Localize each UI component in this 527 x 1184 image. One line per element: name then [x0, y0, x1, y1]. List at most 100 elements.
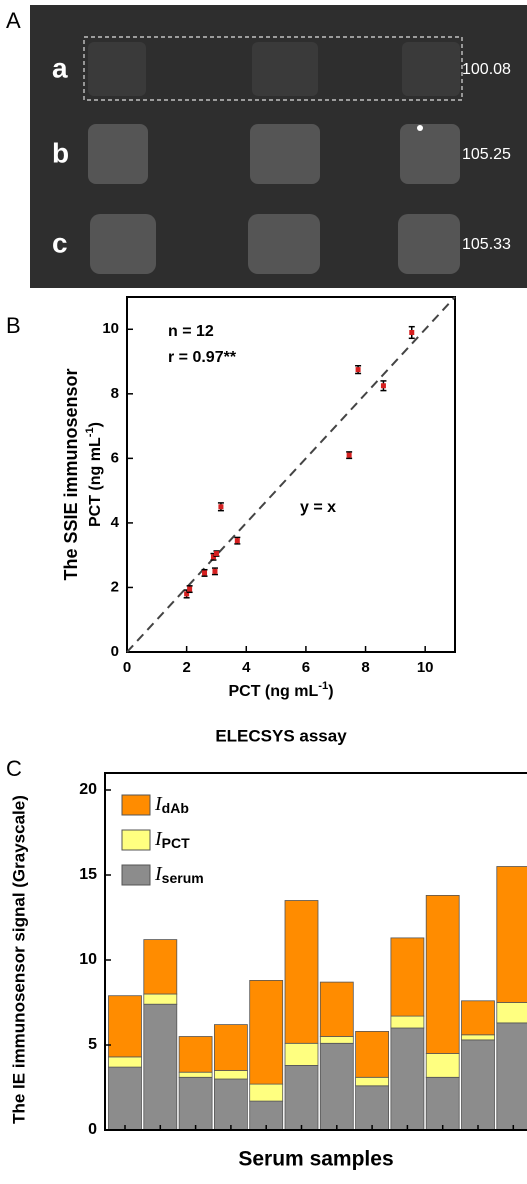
- bar-segment: [496, 1022, 527, 1131]
- point: [184, 591, 190, 597]
- panel-label: A: [6, 8, 21, 33]
- bar-segment: [143, 939, 178, 995]
- row-value: 105.33: [462, 236, 511, 253]
- bar-segment: [178, 1036, 213, 1073]
- bar-segment: [284, 1042, 319, 1066]
- x-tick-label: 4: [242, 659, 251, 676]
- bar-segment: [496, 866, 527, 1003]
- bar-segment: [425, 895, 460, 1054]
- identity-label: y = x: [300, 499, 336, 516]
- x-axis-label: ELECSYS assay: [215, 726, 347, 745]
- label-sup: -1: [318, 680, 328, 692]
- well: [90, 214, 156, 274]
- y-tick-label: 0: [111, 643, 119, 660]
- point: [212, 568, 218, 574]
- well: [400, 124, 460, 184]
- bar-segment: [425, 1076, 460, 1131]
- bar-segment: [355, 1076, 390, 1087]
- point: [346, 452, 352, 458]
- point: [202, 570, 208, 576]
- row-value: 105.25: [462, 146, 511, 163]
- well: [252, 42, 318, 96]
- well: [88, 42, 146, 96]
- bar-segment: [143, 993, 178, 1005]
- legend-symbol: I: [154, 828, 163, 850]
- well: [398, 214, 460, 274]
- identity-line: [126, 296, 456, 653]
- well: [248, 214, 320, 274]
- point: [187, 586, 193, 592]
- legend-symbol: I: [154, 793, 163, 815]
- well: [88, 124, 148, 184]
- bar-segment: [284, 1065, 319, 1131]
- bar-segment: [390, 937, 425, 1017]
- well: [402, 42, 460, 96]
- bar-segment: [425, 1053, 460, 1078]
- x-tick-label: 6: [302, 659, 310, 676]
- row-value: 100.08: [462, 61, 511, 78]
- label-text: PCT (ng mL: [87, 437, 104, 527]
- bar-segment: [496, 1002, 527, 1024]
- y-tick-label: 8: [111, 385, 119, 402]
- highlight: [417, 125, 423, 131]
- bar-segment: [178, 1071, 213, 1078]
- y-axis-label: The SSIE immunosensor: [61, 368, 81, 580]
- bar-segment: [108, 995, 142, 1058]
- point: [213, 551, 219, 557]
- x-axis-label: Serum samples: [238, 1148, 393, 1171]
- bar-segment: [284, 900, 319, 1044]
- legend-name: PCT: [162, 835, 190, 851]
- bar-segment: [319, 1042, 354, 1131]
- x-tick-label: 8: [361, 659, 369, 676]
- panel-label: C: [6, 756, 22, 781]
- bar-segment: [461, 1000, 495, 1036]
- bar-segment: [143, 1003, 178, 1131]
- bar-segment: [249, 1083, 284, 1102]
- bar-segment: [213, 1024, 248, 1071]
- row-label: b: [52, 137, 69, 168]
- row-label: a: [52, 52, 68, 83]
- bar-segment: [213, 1070, 248, 1080]
- bar-segment: [249, 980, 284, 1085]
- point: [409, 330, 415, 335]
- y-tick-label: 5: [88, 1036, 97, 1053]
- well: [250, 124, 320, 184]
- x-tick-label: 10: [417, 659, 434, 676]
- bar-segment: [319, 981, 354, 1037]
- x-tick-label: 2: [182, 659, 190, 676]
- y-tick-label: 15: [79, 866, 97, 883]
- x-axis-label: PCT (ng mL-1): [228, 680, 333, 700]
- legend-name: dAb: [162, 800, 189, 816]
- y-tick-label: 2: [111, 578, 119, 595]
- legend-label: Iserum: [154, 863, 204, 886]
- label-text: ): [328, 683, 333, 700]
- bar-segment: [178, 1076, 213, 1131]
- bar-segment: [355, 1031, 390, 1078]
- legend-symbol: I: [154, 863, 163, 885]
- selection-box: [83, 36, 463, 101]
- bar-segment: [108, 1056, 142, 1068]
- label-sup: -1: [84, 427, 96, 437]
- annotation: r = 0.97**: [168, 349, 237, 366]
- annotation: n = 12: [168, 323, 214, 340]
- y-tick-label: 4: [111, 514, 120, 531]
- legend-swatch: [121, 794, 151, 816]
- y-axis-label: The IE immunosensor signal (Grayscale): [9, 795, 28, 1124]
- legend-label: IdAb: [154, 793, 189, 816]
- label-text: ): [87, 422, 104, 427]
- y-tick-label: 6: [111, 449, 119, 466]
- label-text: PCT (ng mL: [228, 683, 318, 700]
- point: [218, 504, 224, 510]
- legend-label: IPCT: [154, 828, 190, 851]
- y-tick-label: 10: [102, 320, 119, 337]
- bar-segment: [461, 1034, 495, 1041]
- y-axis-label: PCT (ng mL-1): [84, 422, 104, 527]
- legend-swatch: [121, 829, 151, 851]
- panel-label: B: [6, 313, 21, 338]
- y-tick-label: 10: [79, 951, 97, 968]
- plot-frame: [126, 296, 456, 653]
- bar-segment: [390, 1015, 425, 1029]
- bar-segment: [108, 1066, 142, 1131]
- point: [380, 383, 386, 389]
- bar-segment: [319, 1036, 354, 1044]
